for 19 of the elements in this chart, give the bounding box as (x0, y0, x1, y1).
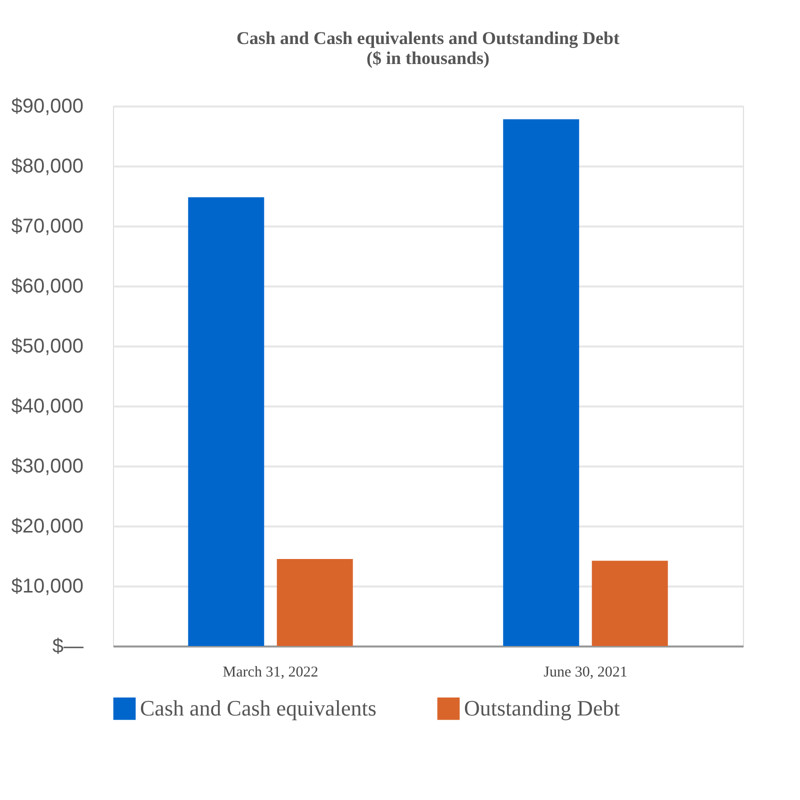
y-tick-label: $80,000 (11, 156, 84, 178)
x-tick-label: March 31, 2022 (222, 664, 318, 680)
bar (592, 560, 668, 646)
y-tick-label: $60,000 (11, 276, 84, 298)
chart-title: Cash and Cash equivalents and Outstanding Debt ($ in thousands) (236, 28, 620, 68)
bar (188, 197, 264, 646)
y-tick-label: $— (52, 636, 84, 658)
y-tick-label: $10,000 (11, 576, 84, 598)
bar (276, 559, 353, 646)
x-tick-label: June 30, 2021 (544, 664, 628, 680)
y-tick-label: $50,000 (11, 336, 84, 358)
bar (503, 119, 580, 646)
y-tick-label: $20,000 (11, 516, 84, 538)
y-tick-label: $70,000 (11, 216, 84, 238)
y-tick-label: $30,000 (11, 456, 84, 478)
legend-label: Outstanding Debt (464, 696, 620, 721)
y-tick-label: $40,000 (11, 396, 84, 418)
legend-label: Cash and Cash equivalents (140, 696, 376, 721)
y-tick-label: $90,000 (11, 96, 84, 118)
